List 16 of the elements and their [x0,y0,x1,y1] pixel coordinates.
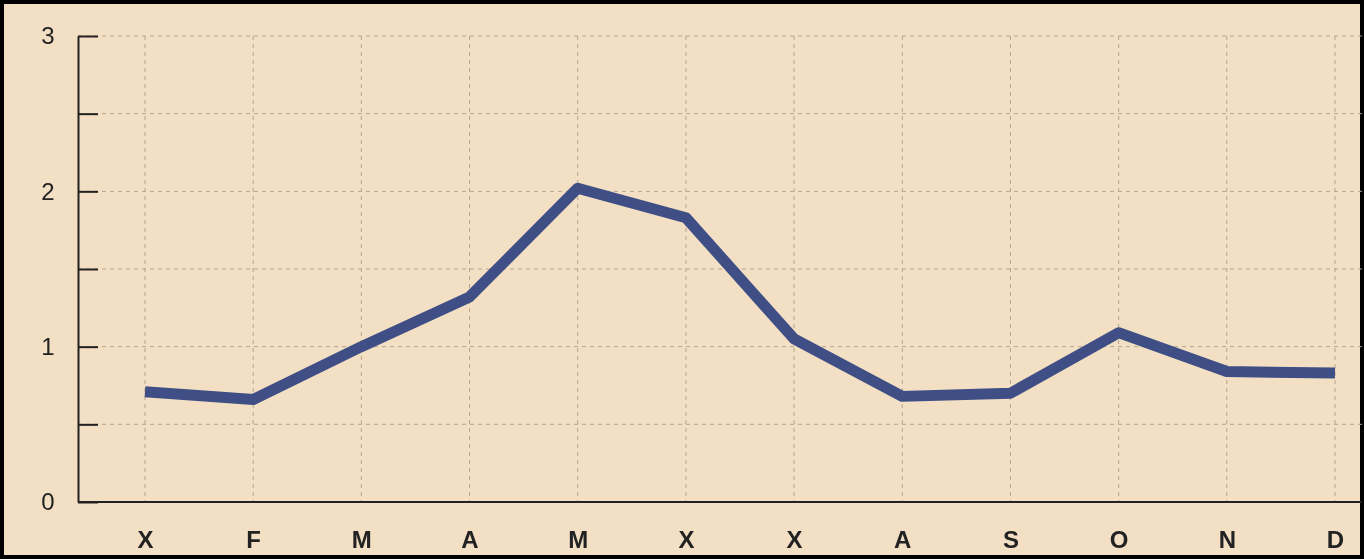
x-tick-label: N [1218,526,1236,553]
x-tick-label: F [246,526,262,553]
x-tick-label: A [461,526,479,553]
y-tick-label: 0 [41,488,55,516]
x-tick-label: X [137,526,154,553]
x-tick-label: X [678,526,695,553]
x-tick-label: X [786,526,803,553]
x-tick-label: A [894,526,912,553]
x-tick-label: M [568,526,589,553]
x-tick-label: S [1002,526,1019,553]
x-tick-label: O [1109,526,1129,553]
y-tick-label: 1 [41,332,55,360]
x-tick-label: M [351,526,372,553]
x-tick-label: D [1326,526,1345,553]
y-tick-label: 3 [41,22,55,50]
y-tick-label: 2 [41,177,55,205]
